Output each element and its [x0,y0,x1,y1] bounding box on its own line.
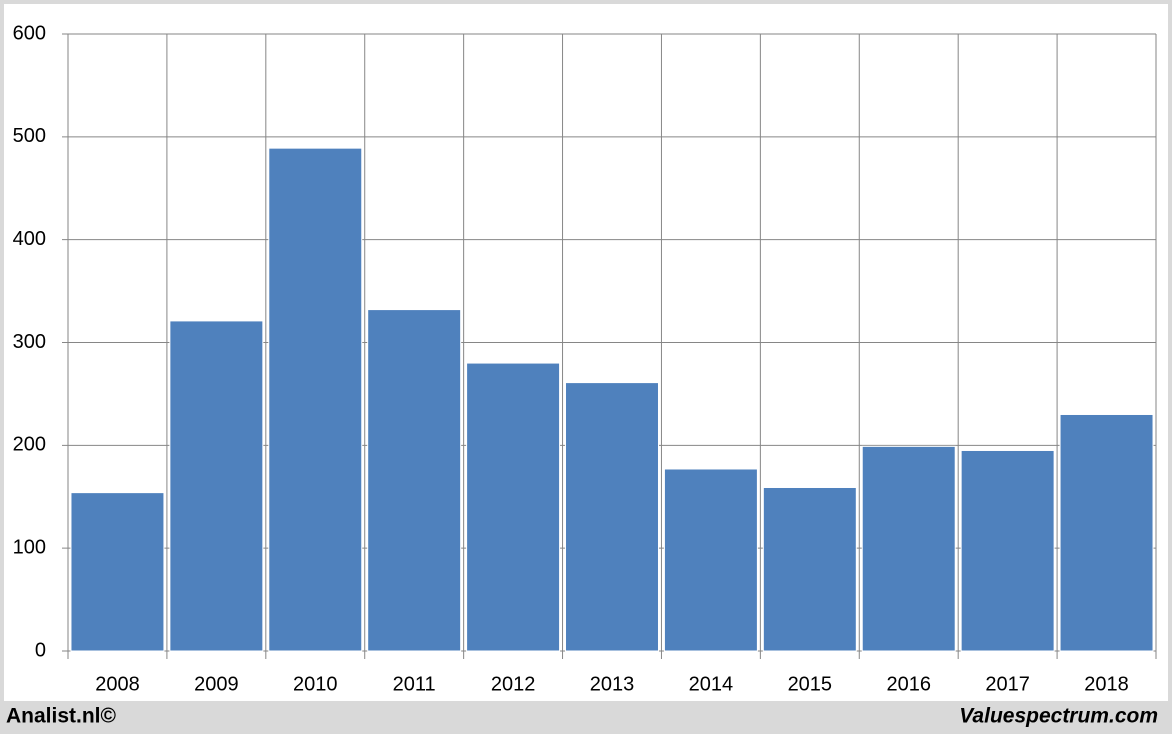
x-tick-label: 2008 [95,673,140,695]
y-tick-label: 500 [13,125,46,147]
bar [268,147,363,652]
y-tick-label: 400 [13,228,46,250]
y-tick-label: 300 [13,331,46,353]
x-tick-label: 2018 [1084,673,1129,695]
y-tick-label: 200 [13,434,46,456]
x-tick-label: 2011 [393,673,436,695]
x-tick-label: 2012 [491,673,536,695]
x-tick-label: 2015 [788,673,833,695]
x-tick-label: 2009 [194,673,239,695]
bar [1059,413,1154,652]
bar [367,309,462,652]
bar [70,492,165,652]
x-tick-label: 2016 [886,673,931,695]
y-tick-label: 600 [13,22,46,44]
footer-left: Analist.nl© [6,705,117,728]
x-tick-label: 2014 [689,673,734,695]
x-tick-label: 2017 [985,673,1030,695]
x-tick-label: 2010 [293,673,338,695]
bar [762,486,857,652]
bar [663,468,758,652]
bar [169,320,264,652]
bar [565,382,659,652]
y-tick-label: 100 [13,536,46,558]
footer-right: Valuespectrum.com [959,705,1158,728]
bar [861,445,956,652]
bar [960,449,1055,652]
y-tick-label: 0 [35,639,46,661]
x-tick-label: 2013 [590,673,635,695]
bar [466,362,561,652]
